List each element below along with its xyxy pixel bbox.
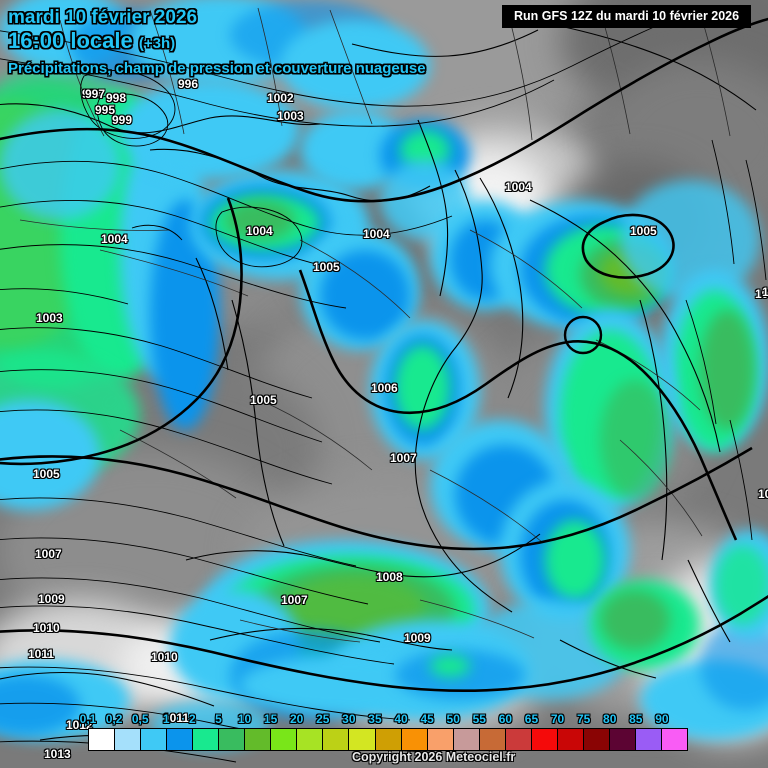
legend-swatch [453,729,480,750]
legend-tick: 1 [162,712,170,726]
precipitation-legend[interactable]: 0,1 0,2 0,5 1 2 5 10 15 20 25 30 35 40 45 50 55 60 65 70 75… [80,712,688,751]
forecast-time-value: 16:00 locale [8,27,133,53]
model-run-banner: Run GFS 12Z du mardi 10 février 2026 [502,5,752,28]
isobar-label: 1008 [376,570,403,584]
title-block: mardi 10 février 2026 16:00 locale (+3h)… [8,8,426,77]
legend-swatch [193,729,220,750]
isobar-label: 1009 [758,487,768,501]
legend-swatch [245,729,272,750]
isobars [0,5,768,763]
isobar-label: 1011 [28,647,55,661]
legend-swatch [557,729,584,750]
legend-swatch [89,729,116,750]
legend-swatch [401,729,428,750]
legend-swatch [271,729,298,750]
legend-tick-labels: 0,1 0,2 0,5 1 2 5 10 15 20 25 30 35 40 45 50 55 60 65 70 75… [80,712,688,728]
legend-tick: 85 [629,712,643,726]
legend-tick: 50 [446,712,460,726]
legend-swatch [662,729,688,750]
legend-swatch [505,729,532,750]
isobar-label: 1004 [505,180,532,194]
map-description-label: Précipitations, champ de pression et cou… [8,60,426,78]
legend-swatch [167,729,194,750]
legend-tick: 90 [655,712,669,726]
internal-borders [19,7,731,643]
legend-swatch [297,729,324,750]
copyright-label: Copyright 2026 Meteociel.fr [352,750,516,764]
legend-swatch [115,729,142,750]
isobar-label: 997 [85,87,106,101]
isobar-label: 1011 [163,711,190,725]
legend-tick: 75 [576,712,591,726]
isobar-label: 1007 [281,593,308,607]
legend-tick: 0,5 [131,712,149,726]
legend-swatch [635,729,663,750]
isobar-label: 1005 [33,467,60,481]
isobar-label: 1005 [630,224,657,238]
legend-tick: 5 [215,712,222,726]
legend-tick: 40 [394,712,408,726]
legend-tick: 55 [472,712,486,726]
legend-swatch [609,729,636,750]
legend-tick: 80 [603,712,617,726]
isobar-label: 1010 [151,650,178,664]
isobar-label: 1010 [762,285,768,299]
legend-tick: 10 [237,712,252,726]
isobar-label: 1009 [755,287,768,301]
isobar-label: 1002 [267,91,294,105]
legend-swatch [349,729,376,750]
legend-swatch [141,729,168,750]
legend-tick: 0,2 [105,712,123,726]
legend-tick: 15 [263,712,278,726]
legend-tick: 20 [290,712,304,726]
isobar-label: 1010 [33,621,60,635]
isobar-label: 1004 [363,227,390,241]
forecast-lead-time: (+3h) [138,34,176,52]
legend-swatch [479,729,506,750]
isobar-label: 1009 [404,631,431,645]
isobar-label: 995 [95,103,116,117]
isobar-label: 1005 [250,393,277,407]
legend-tick: 35 [368,712,382,726]
isobar-label: 994 [82,87,103,101]
legend-swatch [583,729,610,750]
legend-tick: 2 [189,712,196,726]
legend-tick: 70 [550,712,565,726]
isobar-label: 998 [106,91,127,105]
legend-tick: 60 [498,712,513,726]
legend-swatch [427,729,454,750]
legend-tick: 30 [342,712,356,726]
isobar-label: 1005 [313,260,340,274]
isobar-label: 1006 [371,381,398,395]
isobar-label: 1004 [246,224,273,238]
legend-tick: 65 [524,712,539,726]
legend-tick: 25 [316,712,330,726]
forecast-time-label: 16:00 locale (+3h) [8,29,426,52]
legend-swatch [375,729,402,750]
isobar-label: 996 [178,77,199,91]
low-pressure-marker [563,315,603,355]
isobar-label: 1004 [101,232,128,246]
isobar-label: 999 [112,113,133,127]
legend-tick: 45 [420,712,434,726]
legend-tick: 0,1 [79,712,97,726]
forecast-date-label: mardi 10 février 2026 [8,7,198,28]
coastlines [0,25,757,741]
isobar-label: 1012 [66,718,93,732]
legend-swatch [323,729,350,750]
legend-color-bar [88,728,688,751]
isobar-label: 1009 [38,592,65,606]
legend-swatch [219,729,246,750]
isobar-label: 1007 [390,451,417,465]
isobar-label: 1013 [44,747,71,761]
legend-swatch [531,729,558,750]
isobar-label: 1003 [277,109,304,123]
isobar-label: 1007 [35,547,62,561]
isobar-label: 1003 [36,311,63,325]
